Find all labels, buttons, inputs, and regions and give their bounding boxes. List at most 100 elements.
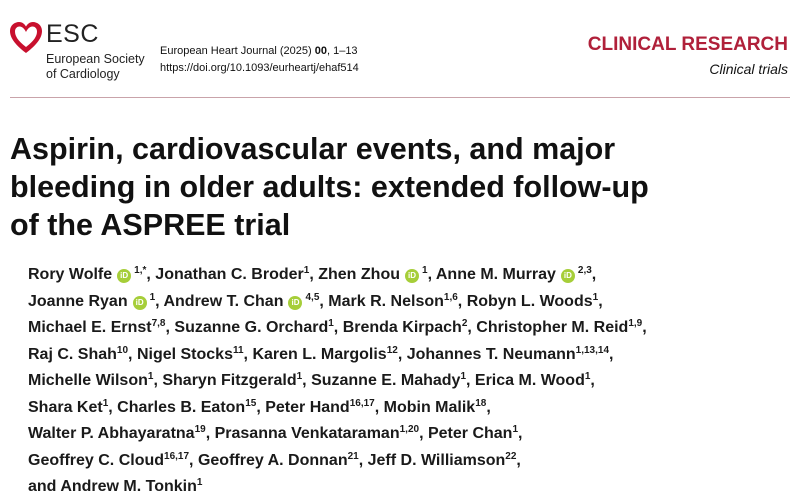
affiliation: 1 [584, 371, 591, 382]
author-line: Rory Wolfe iD 1,*, Jonathan C. Broder1, Zh… [28, 262, 647, 289]
author-name: Jeff D. Williamson [367, 451, 506, 469]
author-name: Robyn L. Woods [466, 292, 593, 310]
separator: , [466, 372, 471, 389]
author-name: Mark R. Nelson [328, 292, 444, 310]
affiliation: 7,8 [151, 318, 166, 329]
separator: , [642, 319, 647, 336]
affiliation: 1 [592, 291, 599, 303]
separator: , [243, 345, 248, 363]
separator: , [155, 292, 160, 310]
orcid-icon[interactable]: iD [288, 295, 303, 310]
org-short: ESC [46, 20, 99, 48]
author-name: Christopher M. Reid [476, 319, 629, 336]
author-line: Walter P. Abhayaratna19, Prasanna Venkat… [28, 421, 647, 448]
affiliation: 2,3 [577, 265, 592, 276]
separator: , [146, 266, 151, 283]
affiliation: 1,6 [443, 291, 458, 303]
author-name: Raj C. Shah [28, 345, 117, 363]
separator: , [516, 451, 521, 469]
author-name: Anne M. Murray [435, 266, 556, 283]
author-name: Joanne Ryan [28, 292, 128, 310]
author-name: Michelle Wilson [28, 372, 148, 389]
author-name: Walter P. Abhayaratna [28, 425, 195, 442]
separator: , [108, 398, 113, 416]
separator: , [591, 266, 597, 283]
subsection: Clinical trials [709, 61, 788, 77]
affiliation: 1,13,14 [575, 344, 610, 356]
affiliation: 10 [116, 344, 129, 356]
affiliation: 15 [245, 397, 257, 409]
author-name: Erica M. Wood [474, 372, 585, 389]
divider [10, 97, 790, 98]
affiliation: 1 [149, 291, 156, 303]
author-line: Michelle Wilson1, Sharyn Fitzgerald1, Su… [28, 368, 647, 395]
affiliation: 11 [232, 344, 244, 356]
orcid-icon[interactable]: iD [560, 269, 575, 283]
orcid-icon[interactable]: iD [405, 269, 419, 283]
separator: , [467, 319, 472, 336]
separator: , [590, 372, 595, 389]
author-name: Peter Chan [427, 425, 513, 442]
journal: European Heart Journal (2025) [160, 45, 312, 57]
separator: , [374, 398, 380, 416]
author-name: Sharyn Fitzgerald [162, 372, 297, 389]
author-name: Peter Hand [265, 398, 350, 416]
section: CLINICAL RESEARCH [587, 34, 788, 55]
author-line: Michael E. Ernst7,8, Suzanne G. Orchard 1… [28, 315, 647, 342]
affiliation: 1 [147, 371, 154, 382]
separator: , [333, 319, 339, 336]
affiliation: 19 [194, 424, 206, 435]
author-name: Suzanne G. Orchard [174, 319, 329, 336]
author-name: Charles B. Eaton [117, 398, 246, 416]
org-full: European Society of Cardiology [46, 52, 145, 82]
title: Aspirin, cardiovascular events, and majo… [10, 130, 649, 244]
org-line: of Cardiology [46, 67, 120, 81]
affiliation: 1 [422, 265, 428, 276]
author-name: Jonathan C. Broder [155, 266, 304, 283]
separator: , [319, 292, 324, 310]
conjunction: and [28, 478, 57, 495]
volume: 00 [314, 45, 327, 57]
affiliation: 4,5 [305, 291, 320, 303]
separator: , [358, 451, 364, 469]
affiliation: 2 [461, 318, 468, 329]
affiliation: 22 [505, 450, 517, 462]
separator: , [302, 372, 307, 389]
separator: , [486, 398, 491, 416]
author-name: Shara Ket [28, 398, 103, 416]
affiliation: 16,17 [349, 397, 375, 409]
separator: , [419, 425, 424, 442]
author-name: Geoffrey C. Cloud [28, 451, 165, 469]
separator: , [598, 292, 603, 310]
separator: , [609, 345, 614, 363]
affiliation: 1 [102, 397, 109, 409]
separator: , [397, 345, 403, 363]
separator: , [153, 372, 158, 389]
affiliation: 18 [475, 397, 487, 409]
affiliation: 1 [303, 265, 310, 276]
author-name: Mobin Malik [383, 398, 476, 416]
author-name: Nigel Stocks [136, 345, 233, 363]
citation: European Heart Journal (2025) 00, 1–13 [160, 43, 359, 60]
author-name: Prasanna Venkataraman [214, 425, 400, 442]
doi[interactable]: https://doi.org/10.1093/eurheartj/ehaf51… [160, 62, 359, 74]
author-name: Andrew T. Chan [163, 292, 284, 310]
author-list: Rory Wolfe iD 1,*, Jonathan C. Broder1, Zh… [28, 262, 647, 500]
author-line: Shara Ket1, Charles B. Eaton15, Peter Ha… [28, 395, 647, 422]
separator: , [128, 345, 133, 363]
orcid-icon[interactable]: iD [132, 295, 147, 310]
journal-info: European Heart Journal (2025) 00, 1–13 h… [160, 43, 359, 77]
title-line: Aspirin, cardiovascular events, and majo… [10, 132, 616, 166]
author-name: Suzanne E. Mahady [311, 372, 461, 389]
author-name: Karen L. Margolis [252, 345, 387, 363]
separator: , [205, 425, 211, 442]
author-name: Michael E. Ernst [28, 319, 152, 336]
author-name: Geoffrey A. Donnan [197, 451, 348, 469]
author-name: Andrew M. Tonkin [60, 478, 197, 495]
affiliation: 1 [512, 424, 519, 435]
affiliation: 1,9 [628, 318, 643, 329]
affiliation: 1,* [134, 265, 147, 276]
orcid-icon[interactable]: iD [117, 269, 132, 283]
affiliation: 1 [460, 371, 466, 382]
